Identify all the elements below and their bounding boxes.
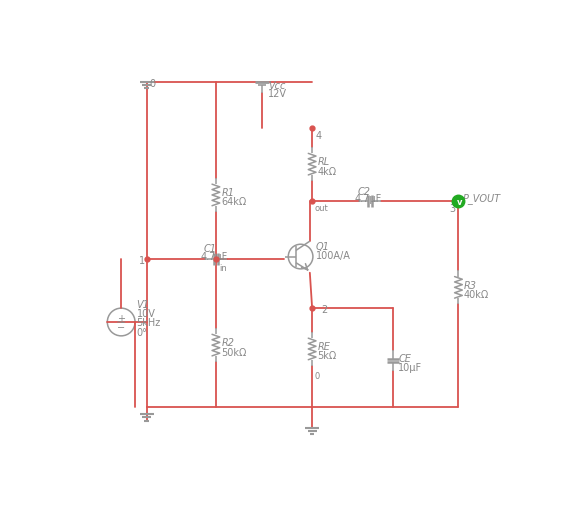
Text: Vcc: Vcc [268, 81, 286, 91]
Text: 4.7μF: 4.7μF [354, 194, 382, 204]
Text: RE: RE [317, 342, 331, 352]
Text: 50kΩ: 50kΩ [221, 347, 247, 357]
Text: 4: 4 [315, 131, 321, 141]
Text: 3: 3 [449, 203, 455, 213]
Text: 5kΩ: 5kΩ [317, 351, 337, 361]
Text: R2: R2 [221, 338, 234, 348]
Text: CE: CE [399, 353, 411, 363]
Text: RL: RL [317, 157, 329, 167]
Text: −: − [117, 322, 125, 332]
Text: 4kΩ: 4kΩ [317, 166, 336, 176]
Text: 0: 0 [314, 371, 320, 380]
Text: R3: R3 [464, 280, 477, 290]
Text: V1: V1 [137, 299, 149, 309]
Text: 10μF: 10μF [399, 362, 423, 372]
Text: +: + [117, 314, 125, 324]
Text: 100A/A: 100A/A [316, 251, 351, 261]
Text: 10V: 10V [137, 308, 156, 319]
Text: Q1: Q1 [316, 242, 330, 251]
Text: 12V: 12V [268, 89, 287, 99]
Text: ∼: ∼ [116, 315, 126, 328]
Text: v: v [456, 198, 462, 207]
Text: C1: C1 [203, 244, 217, 254]
Text: 40kΩ: 40kΩ [464, 289, 489, 299]
Text: 1: 1 [139, 256, 145, 266]
Text: 4.7μF: 4.7μF [200, 251, 228, 262]
Text: in: in [219, 263, 227, 272]
Text: 64kΩ: 64kΩ [221, 197, 247, 207]
Text: R1: R1 [221, 188, 234, 198]
Text: 2: 2 [321, 305, 328, 315]
Text: C2: C2 [358, 186, 370, 196]
Text: P_VOUT: P_VOUT [463, 192, 501, 204]
Text: 0: 0 [149, 79, 155, 89]
Text: 5kHz: 5kHz [137, 318, 161, 328]
Text: 0°: 0° [137, 327, 147, 337]
Text: out: out [314, 204, 328, 213]
